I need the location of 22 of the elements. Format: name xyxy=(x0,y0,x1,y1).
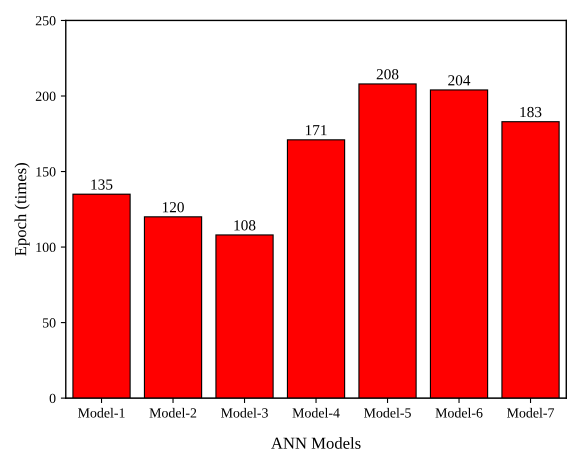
x-tick-label: Model-6 xyxy=(436,408,483,418)
y-tick-label: 250 xyxy=(36,16,56,26)
y-tick-label: 0 xyxy=(50,394,56,404)
x-axis-title: ANN Models xyxy=(271,437,361,449)
x-tick-label: Model-4 xyxy=(292,408,340,418)
y-tick-label: 150 xyxy=(36,167,56,176)
data-label: 208 xyxy=(376,69,398,80)
data-label: 135 xyxy=(91,179,112,190)
x-tick-label: Model-3 xyxy=(221,408,268,418)
data-label: 171 xyxy=(306,125,327,136)
x-tick-label: Model-1 xyxy=(78,408,125,418)
y-tick-label: 100 xyxy=(36,242,56,252)
data-label: 120 xyxy=(162,202,184,212)
data-label: 183 xyxy=(520,106,542,118)
data-label: 108 xyxy=(234,220,256,230)
x-tick-label: Model-2 xyxy=(150,408,196,418)
x-tick-label: Model-5 xyxy=(364,408,411,418)
x-tick-label: Model-7 xyxy=(507,408,554,418)
y-tick-label: 50 xyxy=(42,318,56,328)
data-label: 204 xyxy=(448,75,470,86)
y-tick-label: 200 xyxy=(36,92,56,101)
y-axis-title: Epoch (times) xyxy=(14,163,30,256)
